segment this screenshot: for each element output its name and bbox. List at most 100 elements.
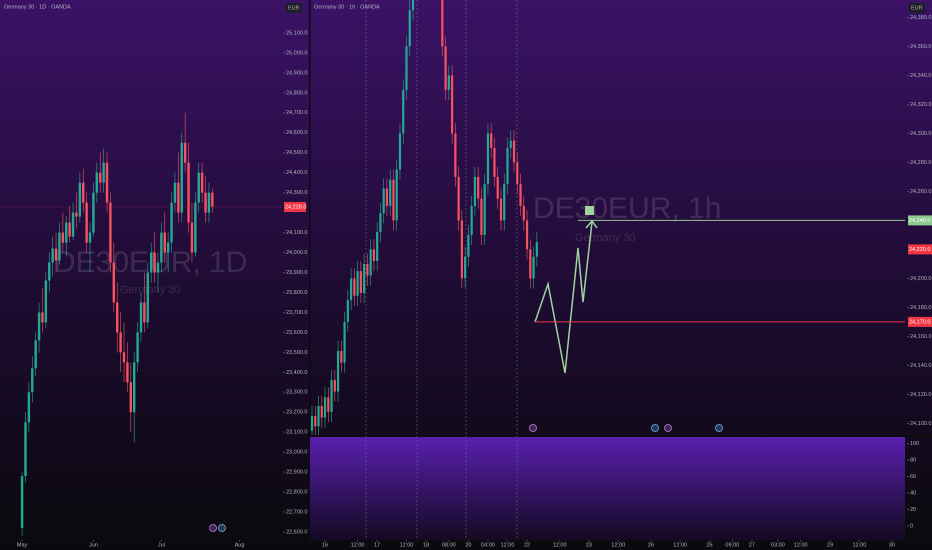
candle-body: [506, 147, 509, 185]
y-tick-label: 23,300.0: [286, 390, 307, 396]
y-tick-label: 24,120.0: [910, 392, 931, 398]
price-label: 24,240.0: [909, 218, 930, 224]
candle-body: [132, 362, 136, 413]
candle-body: [68, 222, 71, 237]
candle-body: [509, 140, 512, 148]
x-tick-label: 25: [706, 542, 712, 548]
volume-divider: [310, 435, 932, 437]
y-tick-label: 24,500.0: [286, 150, 307, 156]
candle-body: [366, 263, 369, 276]
candle-body: [156, 262, 160, 273]
x-tick-label: 26: [648, 542, 654, 548]
volume-pane: [310, 437, 905, 540]
x-tick-label: 04:00: [481, 542, 495, 548]
candle-body: [37, 312, 41, 341]
y-tick-label: 24,100.0: [286, 230, 307, 236]
x-tick-label: 12:00: [794, 542, 808, 548]
candle-body: [333, 379, 336, 392]
candle-body: [78, 182, 82, 217]
x-tick-label: 03:00: [771, 542, 785, 548]
candle-body: [105, 162, 109, 203]
y-tick-label: 24,200.0: [910, 276, 931, 282]
candle-body: [71, 212, 75, 237]
candle-body: [402, 89, 405, 134]
candle-body: [310, 416, 314, 431]
volume-tick-label: 0: [910, 523, 913, 529]
x-tick-label: 12:00: [853, 542, 867, 548]
price-label: 24,220.0: [909, 247, 930, 253]
candle-body: [330, 379, 333, 412]
currency-label: EUR: [911, 5, 923, 11]
candle-body: [126, 362, 129, 383]
candle-body: [405, 46, 408, 90]
candle-body: [314, 416, 317, 427]
candle-body: [41, 312, 44, 323]
candle-body: [490, 133, 493, 148]
x-tick-label: 30: [889, 542, 895, 548]
volume-tick-label: 80: [910, 458, 916, 464]
candle-body: [512, 140, 516, 163]
y-tick-label: 24,300.0: [910, 131, 931, 137]
price-label-box: [284, 202, 306, 213]
candle-body: [477, 176, 480, 199]
candle-body: [92, 192, 95, 233]
candle-body: [109, 202, 112, 263]
y-tick-label: 25,000.0: [286, 50, 307, 56]
candle-body: [139, 302, 143, 333]
candle-body: [369, 249, 372, 276]
y-tick-label: 23,700.0: [286, 310, 307, 316]
candle-body: [519, 184, 522, 206]
candle-body: [363, 263, 366, 293]
candle-body: [146, 272, 149, 323]
candle-body: [51, 248, 54, 263]
watermark: DE30EUR, 1h: [533, 192, 721, 225]
y-tick-label: 22,800.0: [286, 490, 307, 496]
x-tick-label: 23: [586, 542, 592, 548]
candle-body: [119, 332, 122, 353]
candle-body: [200, 172, 204, 193]
candle-body: [522, 205, 525, 221]
pane-divider: [309, 0, 311, 550]
x-tick-label: 12:00: [400, 542, 414, 548]
currency-box: [286, 3, 302, 13]
candle-body: [346, 300, 349, 322]
candle-body: [343, 321, 346, 363]
candle-body: [149, 252, 153, 273]
candle-body: [143, 302, 146, 323]
candle-body: [327, 397, 330, 412]
hourly-plot: [310, 0, 538, 435]
candle-body: [379, 213, 382, 232]
candle-body: [457, 176, 460, 221]
candle-body: [207, 192, 211, 213]
candle-body: [516, 162, 519, 185]
candle-body: [48, 262, 51, 281]
x-tick-label: 16: [322, 542, 328, 548]
candle-body: [320, 406, 323, 418]
candle-body: [99, 172, 102, 183]
y-tick-label: 23,200.0: [286, 410, 307, 416]
x-tick-label: 18: [423, 542, 429, 548]
candle-body: [395, 169, 398, 221]
candle-body: [122, 352, 126, 363]
candle-body: [95, 172, 99, 193]
y-tick-label: 24,100.0: [910, 421, 931, 427]
y-tick-label: 24,180.0: [910, 305, 931, 311]
y-tick-label: 22,900.0: [286, 470, 307, 476]
candle-body: [470, 205, 473, 235]
y-tick-label: 24,600.0: [286, 130, 307, 136]
currency-box: [909, 3, 925, 13]
candle-body: [503, 184, 506, 221]
candle-body: [54, 248, 58, 261]
candle-body: [460, 220, 463, 279]
y-tick-label: 24,140.0: [910, 363, 931, 369]
candle-body: [173, 182, 177, 203]
candle-body: [385, 188, 389, 206]
x-tick-label: 09:00: [725, 542, 739, 548]
y-tick-label: 24,380.0: [910, 15, 931, 21]
candle-body: [359, 271, 362, 293]
candle-body: [88, 232, 92, 243]
y-tick-label: 24,300.0: [286, 190, 307, 196]
candle-body: [447, 75, 450, 90]
candle-body: [20, 476, 24, 529]
candle-body: [356, 271, 359, 296]
